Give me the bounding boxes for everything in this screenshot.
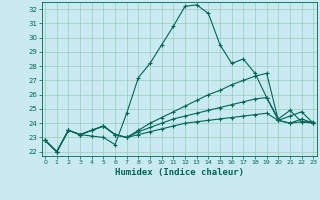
X-axis label: Humidex (Indice chaleur): Humidex (Indice chaleur)	[115, 168, 244, 177]
